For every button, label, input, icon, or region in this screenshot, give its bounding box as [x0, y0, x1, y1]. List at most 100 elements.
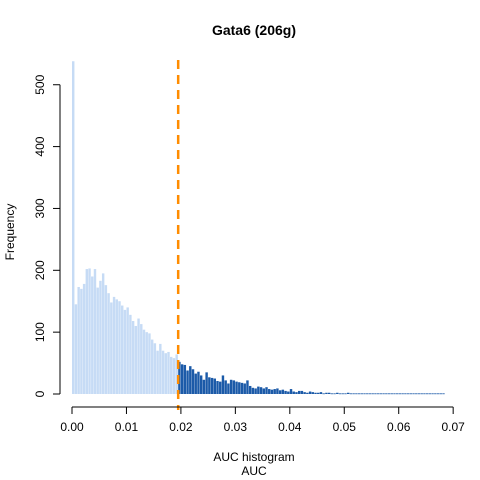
histogram-bar	[156, 350, 159, 394]
histogram-bars	[72, 61, 445, 395]
histogram-bar	[153, 343, 157, 394]
histogram-bar	[172, 358, 176, 394]
histogram-bar	[311, 392, 315, 394]
histogram-bar	[439, 393, 442, 395]
histogram-bar	[317, 392, 320, 394]
histogram-bar	[159, 343, 162, 394]
histogram-bar	[341, 393, 344, 395]
histogram-bar	[134, 325, 138, 394]
histogram-bar	[395, 393, 399, 395]
x-tick-label: 0.07	[441, 420, 465, 434]
histogram-bar	[382, 393, 385, 395]
histogram-bar	[287, 391, 290, 394]
histogram-bar	[121, 305, 124, 394]
histogram-bar	[420, 393, 423, 395]
histogram-bar	[385, 393, 388, 395]
histogram-bar	[308, 391, 312, 394]
histogram-bar	[297, 390, 301, 394]
x-tick-label: 0.03	[224, 420, 248, 434]
histogram-bar	[123, 309, 127, 394]
histogram-bar	[259, 387, 263, 394]
histogram-bar	[254, 388, 257, 394]
histogram-bar	[327, 392, 331, 394]
histogram-bar	[194, 373, 197, 394]
histogram-bar	[85, 269, 89, 394]
histogram-bar	[164, 353, 167, 394]
histogram-bar	[77, 286, 80, 394]
histogram-bar	[431, 393, 434, 395]
histogram-bar	[352, 393, 355, 395]
x-tick-label: 0.02	[169, 420, 193, 434]
histogram-bar	[281, 389, 285, 394]
histogram-bar	[374, 393, 377, 395]
histogram-bar	[366, 393, 369, 395]
histogram-bar	[243, 383, 246, 394]
histogram-bar	[197, 371, 200, 394]
y-tick-label: 500	[33, 74, 47, 94]
histogram-bar	[363, 393, 366, 395]
y-tick-label: 0	[33, 390, 47, 397]
histogram-bar	[349, 393, 353, 395]
histogram-bar	[112, 296, 116, 394]
histogram-bar	[423, 393, 426, 395]
histogram-bar	[101, 273, 105, 394]
y-tick-label: 400	[33, 136, 47, 156]
x-axis-subtitle: AUC histogram	[213, 450, 294, 464]
histogram-bar	[170, 356, 173, 394]
histogram-bar	[88, 268, 91, 394]
histogram-bar	[235, 381, 238, 394]
histogram-bar	[161, 350, 165, 394]
histogram-bar	[270, 389, 274, 394]
histogram-bar	[428, 393, 432, 395]
histogram-bar	[131, 321, 135, 394]
x-axis: 0.00 0.01 0.02 0.03 0.04 0.05 0.06 0.07	[60, 406, 465, 434]
histogram-bar	[80, 288, 83, 394]
histogram-bar	[175, 354, 178, 394]
histogram-bar	[213, 378, 216, 394]
histogram-bar	[379, 393, 383, 395]
histogram-bar	[205, 372, 208, 394]
y-tick-label: 200	[33, 260, 47, 280]
histogram-bar	[208, 377, 211, 394]
histogram-bar	[118, 301, 121, 394]
y-tick-label: 100	[33, 322, 47, 342]
histogram-bar	[434, 393, 437, 395]
histogram-bar	[273, 389, 276, 394]
histogram-bar	[415, 393, 418, 395]
histogram-bar	[99, 280, 102, 394]
histogram-bar	[107, 293, 110, 394]
histogram-bar	[330, 393, 334, 395]
histogram-bar	[284, 390, 287, 394]
histogram-bar	[338, 393, 342, 395]
histogram-bar	[91, 276, 94, 394]
x-axis-label: AUC	[241, 464, 267, 478]
histogram-bar	[300, 390, 304, 394]
histogram-bar	[74, 304, 78, 394]
histogram-bar	[191, 369, 195, 394]
histogram-bar	[436, 393, 440, 395]
histogram-bar	[387, 393, 391, 395]
histogram-bar	[93, 269, 97, 394]
y-axis-label: Frequency	[3, 204, 17, 261]
histogram-bar	[189, 366, 192, 394]
histogram-bar	[268, 389, 271, 394]
histogram-bar	[210, 377, 214, 394]
histogram-bar	[368, 393, 372, 395]
histogram-bar	[319, 392, 323, 394]
histogram-bar	[137, 318, 140, 394]
chart-title: Gata6 (206g)	[212, 22, 296, 38]
histogram-bar	[393, 393, 396, 395]
histogram-bar	[412, 393, 415, 395]
histogram-bar	[325, 392, 328, 394]
histogram-bar	[265, 387, 268, 394]
histogram-bar	[246, 380, 249, 394]
x-tick-label: 0.04	[278, 420, 302, 434]
histogram-bar	[257, 386, 260, 394]
y-tick-label: 300	[33, 198, 47, 218]
histogram-bar	[221, 375, 225, 394]
histogram-bar	[219, 381, 222, 394]
histogram-bar	[314, 392, 317, 394]
histogram-bar	[199, 375, 203, 394]
histogram-bar	[336, 392, 339, 394]
